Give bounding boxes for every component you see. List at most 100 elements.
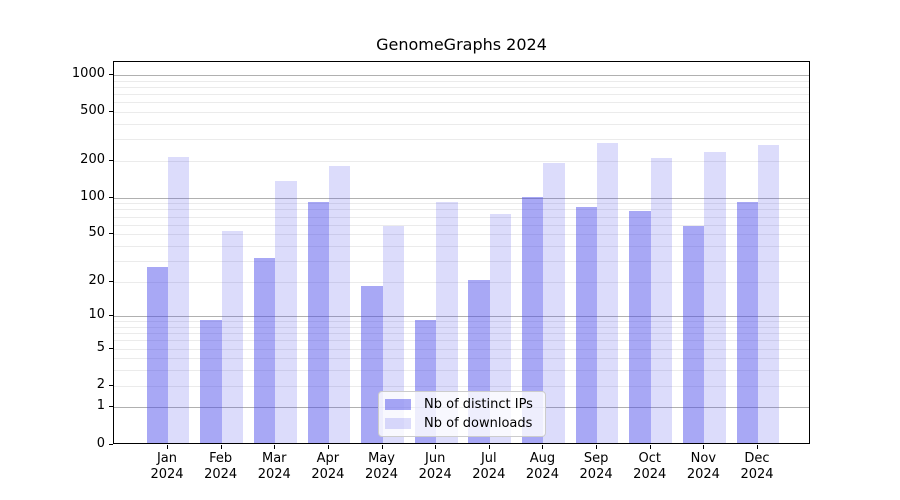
y-tick-mark xyxy=(109,280,113,282)
x-tick-month: Mar xyxy=(262,451,287,466)
chart-title: GenomeGraphs 2024 xyxy=(376,35,547,54)
y-tick-label: 50 xyxy=(88,225,105,241)
x-tick-label-jun: Jun 2024 xyxy=(405,451,465,483)
bar-distinct-ips-may xyxy=(361,285,383,443)
gridline-minor xyxy=(114,333,809,335)
x-tick-mark xyxy=(756,445,758,449)
x-tick-year: 2024 xyxy=(472,467,506,482)
bar-downloads-jun xyxy=(436,201,458,443)
x-tick-month: Sep xyxy=(583,451,609,466)
bar-downloads-jul xyxy=(489,213,512,443)
bar-downloads-oct xyxy=(650,158,673,443)
legend-row-downloads: Nb of downloads xyxy=(385,416,537,431)
x-tick-mark xyxy=(167,445,168,449)
legend-swatch-distinct-ips xyxy=(385,399,411,410)
x-tick-label-jul: Jul 2024 xyxy=(459,451,519,483)
gridline-minor xyxy=(114,203,809,205)
gridline-minor xyxy=(114,385,809,387)
legend: Nb of distinct IPs Nb of downloads xyxy=(378,391,546,437)
x-tick-month: Oct xyxy=(638,451,661,466)
bar-downloads-apr xyxy=(328,165,351,443)
x-tick-mark xyxy=(381,445,383,449)
gridline-minor xyxy=(114,216,809,218)
y-tick-mark xyxy=(109,233,113,235)
gridline-minor xyxy=(114,160,809,162)
bar-distinct-ips-aug xyxy=(522,197,544,443)
x-tick-mark xyxy=(488,445,490,449)
x-tick-label-aug: Aug 2024 xyxy=(512,451,572,483)
bar-downloads-may xyxy=(382,225,404,443)
y-tick-label: 1000 xyxy=(71,66,105,82)
y-tick-label: 200 xyxy=(80,151,105,167)
x-tick-label-dec: Dec 2024 xyxy=(727,451,787,483)
gridline-minor xyxy=(114,94,809,96)
x-tick-month: May xyxy=(368,451,395,466)
x-tick-label-feb: Feb 2024 xyxy=(191,451,251,483)
x-tick-year: 2024 xyxy=(204,467,238,482)
gridline-major xyxy=(114,316,809,318)
gridline-minor xyxy=(114,86,809,88)
y-tick-label: 5 xyxy=(96,339,105,355)
bar-distinct-ips-dec xyxy=(736,201,758,443)
gridline-minor xyxy=(114,281,809,283)
legend-swatch-downloads xyxy=(385,418,411,429)
gridline-minor xyxy=(114,340,809,342)
x-tick-year: 2024 xyxy=(740,467,774,482)
x-tick-month: Jun xyxy=(425,451,446,466)
bar-distinct-ips-feb xyxy=(200,319,222,443)
y-tick-mark xyxy=(109,196,113,198)
y-tick-mark xyxy=(109,74,113,76)
x-tick-month: Jul xyxy=(480,451,497,466)
x-tick-label-jan: Jan 2024 xyxy=(137,451,197,483)
x-tick-year: 2024 xyxy=(525,467,559,482)
bar-distinct-ips-oct xyxy=(629,211,651,443)
gridline-minor xyxy=(114,326,809,328)
x-tick-year: 2024 xyxy=(311,467,345,482)
gridline-minor xyxy=(114,209,809,211)
legend-label-distinct-ips: Nb of distinct IPs xyxy=(424,397,533,412)
bar-distinct-ips-apr xyxy=(307,202,329,443)
y-tick-label: 20 xyxy=(88,272,105,288)
y-tick-mark xyxy=(109,315,113,317)
gridline-major xyxy=(114,197,809,199)
gridline-minor xyxy=(114,370,809,372)
bar-downloads-sep xyxy=(597,143,619,443)
gridline-major xyxy=(114,75,809,77)
gridline-minor xyxy=(114,139,809,141)
gridline-minor xyxy=(114,224,809,226)
x-tick-month: Aug xyxy=(529,451,556,466)
y-tick-label: 2 xyxy=(96,376,105,392)
gridline-minor xyxy=(114,245,809,247)
x-tick-mark xyxy=(220,445,222,449)
bar-distinct-ips-mar xyxy=(253,257,276,443)
x-tick-label-mar: Mar 2024 xyxy=(244,451,304,483)
x-tick-mark xyxy=(274,445,276,449)
x-tick-year: 2024 xyxy=(364,467,399,482)
x-tick-label-sep: Sep 2024 xyxy=(566,451,626,483)
y-tick-label: 100 xyxy=(80,188,105,204)
x-tick-label-apr: Apr 2024 xyxy=(298,451,358,483)
x-tick-mark xyxy=(596,445,598,449)
y-tick-label: 0 xyxy=(96,435,105,451)
x-tick-year: 2024 xyxy=(579,467,613,482)
y-tick-label: 500 xyxy=(80,103,105,119)
y-tick-mark xyxy=(109,406,113,408)
bar-downloads-nov xyxy=(704,151,726,443)
x-tick-month: Nov xyxy=(690,451,717,466)
gridline-minor xyxy=(114,321,809,323)
x-tick-label-may: May 2024 xyxy=(352,451,412,483)
gridline-minor xyxy=(114,348,809,350)
bar-distinct-ips-nov xyxy=(682,225,705,443)
x-tick-label-oct: Oct 2024 xyxy=(620,451,680,483)
bar-downloads-jan xyxy=(168,156,190,443)
gridline-minor xyxy=(114,123,809,125)
y-tick-mark xyxy=(109,159,113,161)
x-tick-mark xyxy=(327,445,329,449)
bar-distinct-ips-sep xyxy=(575,207,598,443)
bar-downloads-dec xyxy=(757,145,780,443)
gridline-minor xyxy=(114,112,809,114)
legend-row-distinct-ips: Nb of distinct IPs xyxy=(385,397,537,412)
x-tick-year: 2024 xyxy=(686,467,720,482)
y-tick-mark xyxy=(109,384,113,386)
